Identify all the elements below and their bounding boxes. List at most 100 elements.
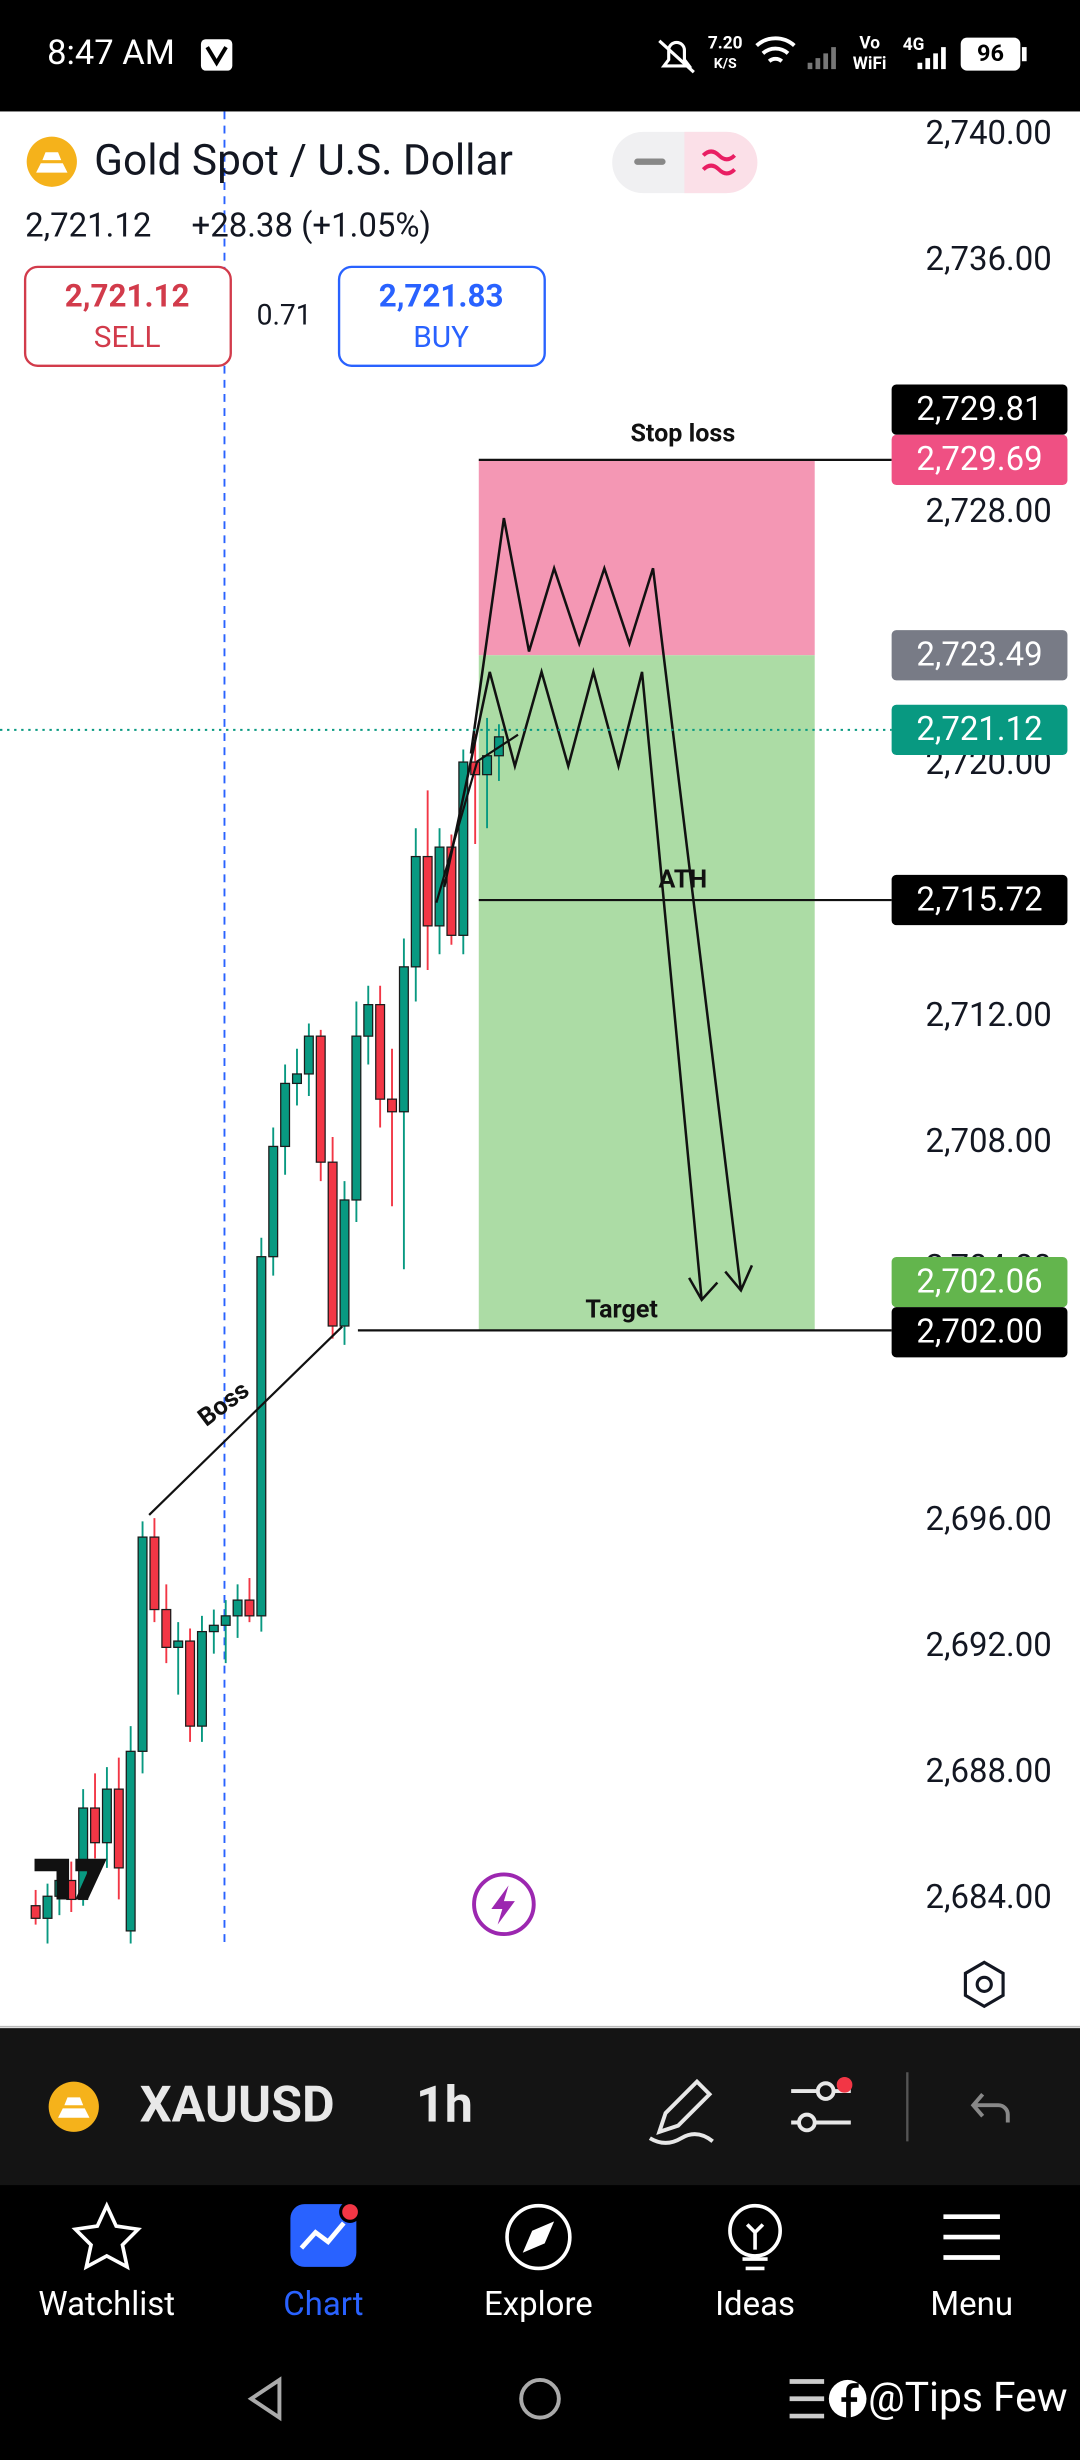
toolbar xyxy=(0,2028,1080,2186)
y-tick-label: 2,712.00 xyxy=(925,996,1051,1035)
watermark: @Tips Few xyxy=(868,2373,1067,2421)
signal-2 xyxy=(917,47,946,70)
annotation: Target xyxy=(585,1295,658,1324)
nav-label[interactable]: Watchlist xyxy=(38,2285,175,2324)
candle-body xyxy=(482,755,493,776)
nav-items: Watchlist Chart Explore Ideas Menu xyxy=(38,2285,1013,2324)
nav-icon xyxy=(71,2201,142,2271)
status-time: 8:47 AM xyxy=(47,33,175,73)
candle-body xyxy=(220,1615,231,1626)
price-labels: 2,729.81 2,729.69 2,723.49 2,721.12 2,715.72… xyxy=(891,384,1068,1358)
candle-body xyxy=(125,1750,136,1932)
price-label-box xyxy=(891,874,1068,926)
candle-body xyxy=(315,1035,326,1163)
candle-body xyxy=(434,846,445,927)
nav-badge xyxy=(339,2200,362,2223)
net-speed: 7.20 xyxy=(708,34,743,54)
toolbar-gold-icon xyxy=(48,2081,99,2132)
battery-tip xyxy=(1021,47,1027,62)
nav-label[interactable]: Ideas xyxy=(715,2285,795,2324)
candle-body xyxy=(30,1905,41,1919)
nav-label[interactable]: Menu xyxy=(930,2285,1013,2324)
candle-body xyxy=(268,1145,279,1258)
annotation: Stop loss xyxy=(630,419,735,448)
lightning-button[interactable] xyxy=(472,1872,536,1937)
system-back[interactable] xyxy=(247,2376,282,2422)
candle-body xyxy=(458,761,469,936)
logo xyxy=(34,1858,107,1900)
price-label: 2,729.69 xyxy=(916,440,1042,479)
candle-body xyxy=(410,855,421,968)
indicators-badge xyxy=(836,2076,853,2093)
price-label-box xyxy=(891,1307,1068,1358)
candle-body xyxy=(232,1599,243,1617)
volte: Vo xyxy=(859,34,880,54)
price-label-box xyxy=(891,1256,1068,1308)
mute-icon xyxy=(658,39,695,74)
candle-body xyxy=(101,1788,112,1844)
candle-body xyxy=(161,1608,172,1648)
wifi-icon xyxy=(755,36,796,63)
watermark-icon xyxy=(789,2379,825,2419)
y-tick-label: 2,688.00 xyxy=(925,1752,1051,1791)
candle-body xyxy=(339,1199,350,1327)
candle-body xyxy=(196,1630,207,1727)
y-tick-label: 2,692.00 xyxy=(925,1626,1051,1665)
candle-body xyxy=(113,1788,124,1869)
toolbar-symbol[interactable]: XAUUSD xyxy=(140,2076,335,2135)
buy-label: BUY xyxy=(413,320,469,355)
target-zone xyxy=(478,655,815,1331)
wifi-calling: WiFi xyxy=(853,54,887,74)
buy-price: 2,721.83 xyxy=(379,278,504,315)
buy-button[interactable] xyxy=(337,265,546,367)
annotation: ATH xyxy=(659,865,708,894)
notification-glyph xyxy=(205,46,228,67)
undo-button[interactable] xyxy=(970,2092,1010,2123)
candle-body xyxy=(398,966,409,1113)
y-tick-label: 2,736.00 xyxy=(925,240,1051,279)
candle-body xyxy=(363,1004,374,1037)
battery xyxy=(960,37,1021,71)
candle-body xyxy=(291,1073,303,1085)
candle-body xyxy=(422,855,433,927)
nav-label[interactable]: Explore xyxy=(484,2285,593,2324)
nav-icon xyxy=(505,2203,572,2271)
nav-icon-glyph xyxy=(742,2223,768,2271)
candle-body xyxy=(42,1895,53,1919)
toolbar-interval[interactable]: 1h xyxy=(416,2076,473,2135)
price-label-box xyxy=(891,384,1068,435)
candle-body xyxy=(386,1098,398,1113)
candle-body xyxy=(137,1536,148,1752)
boxes xyxy=(478,459,815,1331)
nav-label[interactable]: Chart xyxy=(283,2285,363,2324)
settings-button[interactable] xyxy=(963,1960,1005,2009)
toggle-icon xyxy=(701,149,737,176)
candle-body xyxy=(90,1807,101,1844)
sell-button[interactable] xyxy=(23,265,232,367)
price-change: +28.38 (+1.05%) xyxy=(192,206,431,245)
candle-body xyxy=(173,1640,184,1648)
y-tick-label: 2,684.00 xyxy=(925,1878,1051,1917)
nav-icon xyxy=(943,2214,1000,2260)
sell-label: SELL xyxy=(94,320,161,355)
draw-tool-button[interactable] xyxy=(648,2078,714,2145)
network-type: 4G xyxy=(903,35,925,55)
price-label: 2,723.49 xyxy=(916,636,1042,675)
status-bar xyxy=(0,0,1080,112)
y-tick-label: 2,696.00 xyxy=(925,1500,1051,1539)
indicators-knob xyxy=(797,2112,817,2133)
nav-icon-glyph xyxy=(299,2221,346,2250)
projection-path xyxy=(469,517,754,1293)
y-tick-label: 2,728.00 xyxy=(925,492,1051,531)
price-label: 2,715.72 xyxy=(916,880,1042,919)
price-label-box xyxy=(891,704,1068,756)
system-home[interactable] xyxy=(519,2377,561,2420)
candle-body xyxy=(244,1599,255,1617)
price-label: 2,702.06 xyxy=(916,1262,1042,1301)
nav-icon xyxy=(728,2203,782,2258)
gold-icon xyxy=(26,136,77,187)
signal-1 xyxy=(807,47,836,70)
indicators-knob xyxy=(815,2081,836,2101)
